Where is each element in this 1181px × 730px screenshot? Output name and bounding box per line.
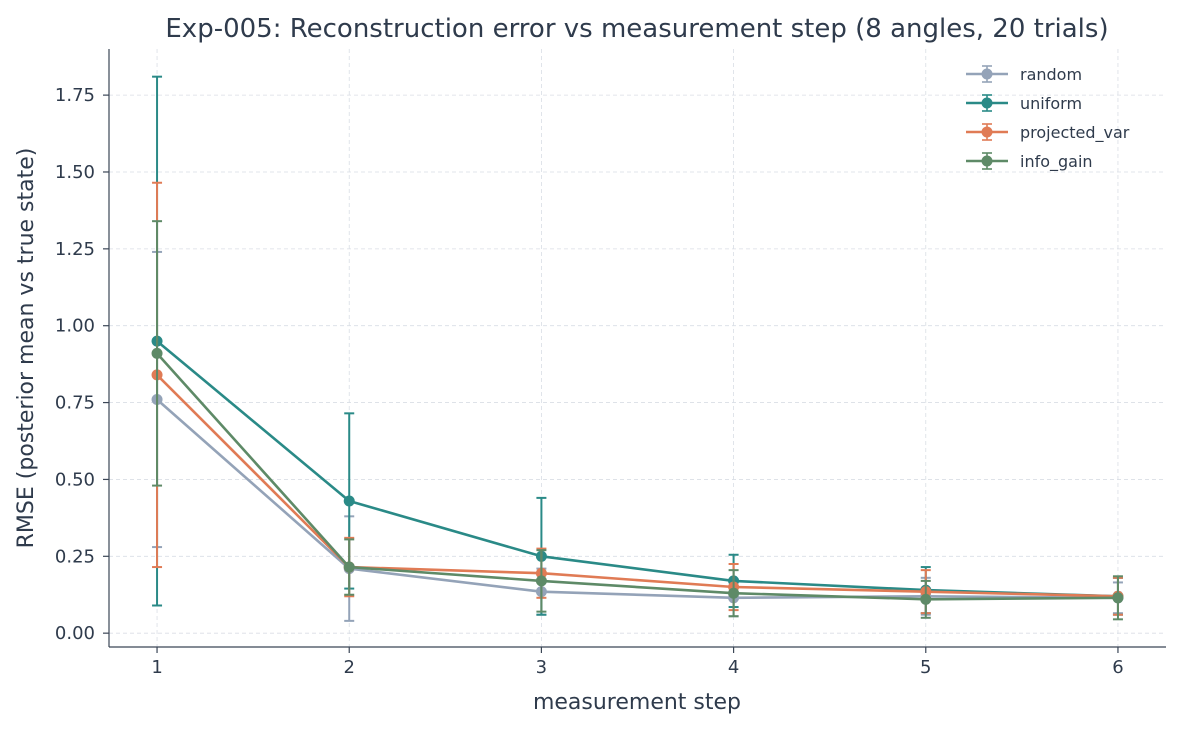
data-point	[920, 593, 932, 605]
x-tick-label: 6	[1112, 657, 1123, 678]
legend-item-uniform: uniform	[966, 94, 1082, 113]
x-axis-label: measurement step	[533, 690, 741, 715]
axes	[108, 49, 1166, 648]
series-line	[156, 373, 1119, 598]
legend-swatch-marker	[981, 68, 993, 80]
legend-label: uniform	[1020, 94, 1082, 113]
legend-item-info_gain: info_gain	[966, 152, 1093, 172]
series-line	[156, 352, 1119, 601]
data-point	[535, 575, 547, 587]
legend-swatch-marker	[981, 155, 993, 167]
series-line	[156, 340, 1119, 598]
x-tick-label: 2	[344, 657, 355, 678]
y-axis-label: RMSE (posterior mean vs true state)	[14, 148, 39, 549]
legend-item-random: random	[966, 65, 1082, 84]
y-tick-label: 0.00	[55, 623, 95, 644]
y-ticks: 0.00 0.25 0.50 0.75 1.00 1.25 1.50 1.75	[55, 85, 109, 644]
chart-title: Exp-005: Reconstruction error vs measure…	[165, 14, 1108, 44]
legend-label: random	[1020, 65, 1082, 84]
data-point	[728, 587, 740, 599]
legend-swatch-marker	[981, 126, 993, 138]
series-projected_var	[151, 181, 1124, 616]
y-tick-label: 0.50	[55, 469, 95, 490]
x-tick-label: 4	[728, 657, 739, 678]
legend-item-projected_var: projected_var	[966, 123, 1130, 143]
legend-label: info_gain	[1020, 152, 1093, 172]
y-tick-label: 1.75	[55, 85, 95, 106]
x-ticks: 1 2 3 4 5 6	[151, 647, 1124, 678]
y-tick-label: 1.50	[55, 162, 95, 183]
series	[151, 75, 1124, 622]
legend: random uniform projected_var info_gain	[966, 65, 1130, 172]
data-point	[1112, 592, 1124, 604]
x-tick-label: 1	[151, 657, 162, 678]
series-uniform	[151, 75, 1124, 616]
series-info_gain	[151, 220, 1124, 621]
legend-swatch-marker	[981, 97, 993, 109]
x-tick-label: 3	[536, 657, 547, 678]
y-tick-label: 0.25	[55, 546, 95, 567]
y-tick-label: 0.75	[55, 393, 95, 414]
y-tick-label: 1.25	[55, 239, 95, 260]
grid	[109, 49, 1166, 647]
x-tick-label: 5	[920, 657, 931, 678]
series-random	[151, 250, 1124, 622]
series-line	[156, 398, 1119, 600]
data-point	[151, 347, 163, 359]
y-tick-label: 1.00	[55, 316, 95, 337]
data-point	[343, 561, 355, 573]
data-point	[343, 495, 355, 507]
legend-label: projected_var	[1020, 123, 1130, 143]
